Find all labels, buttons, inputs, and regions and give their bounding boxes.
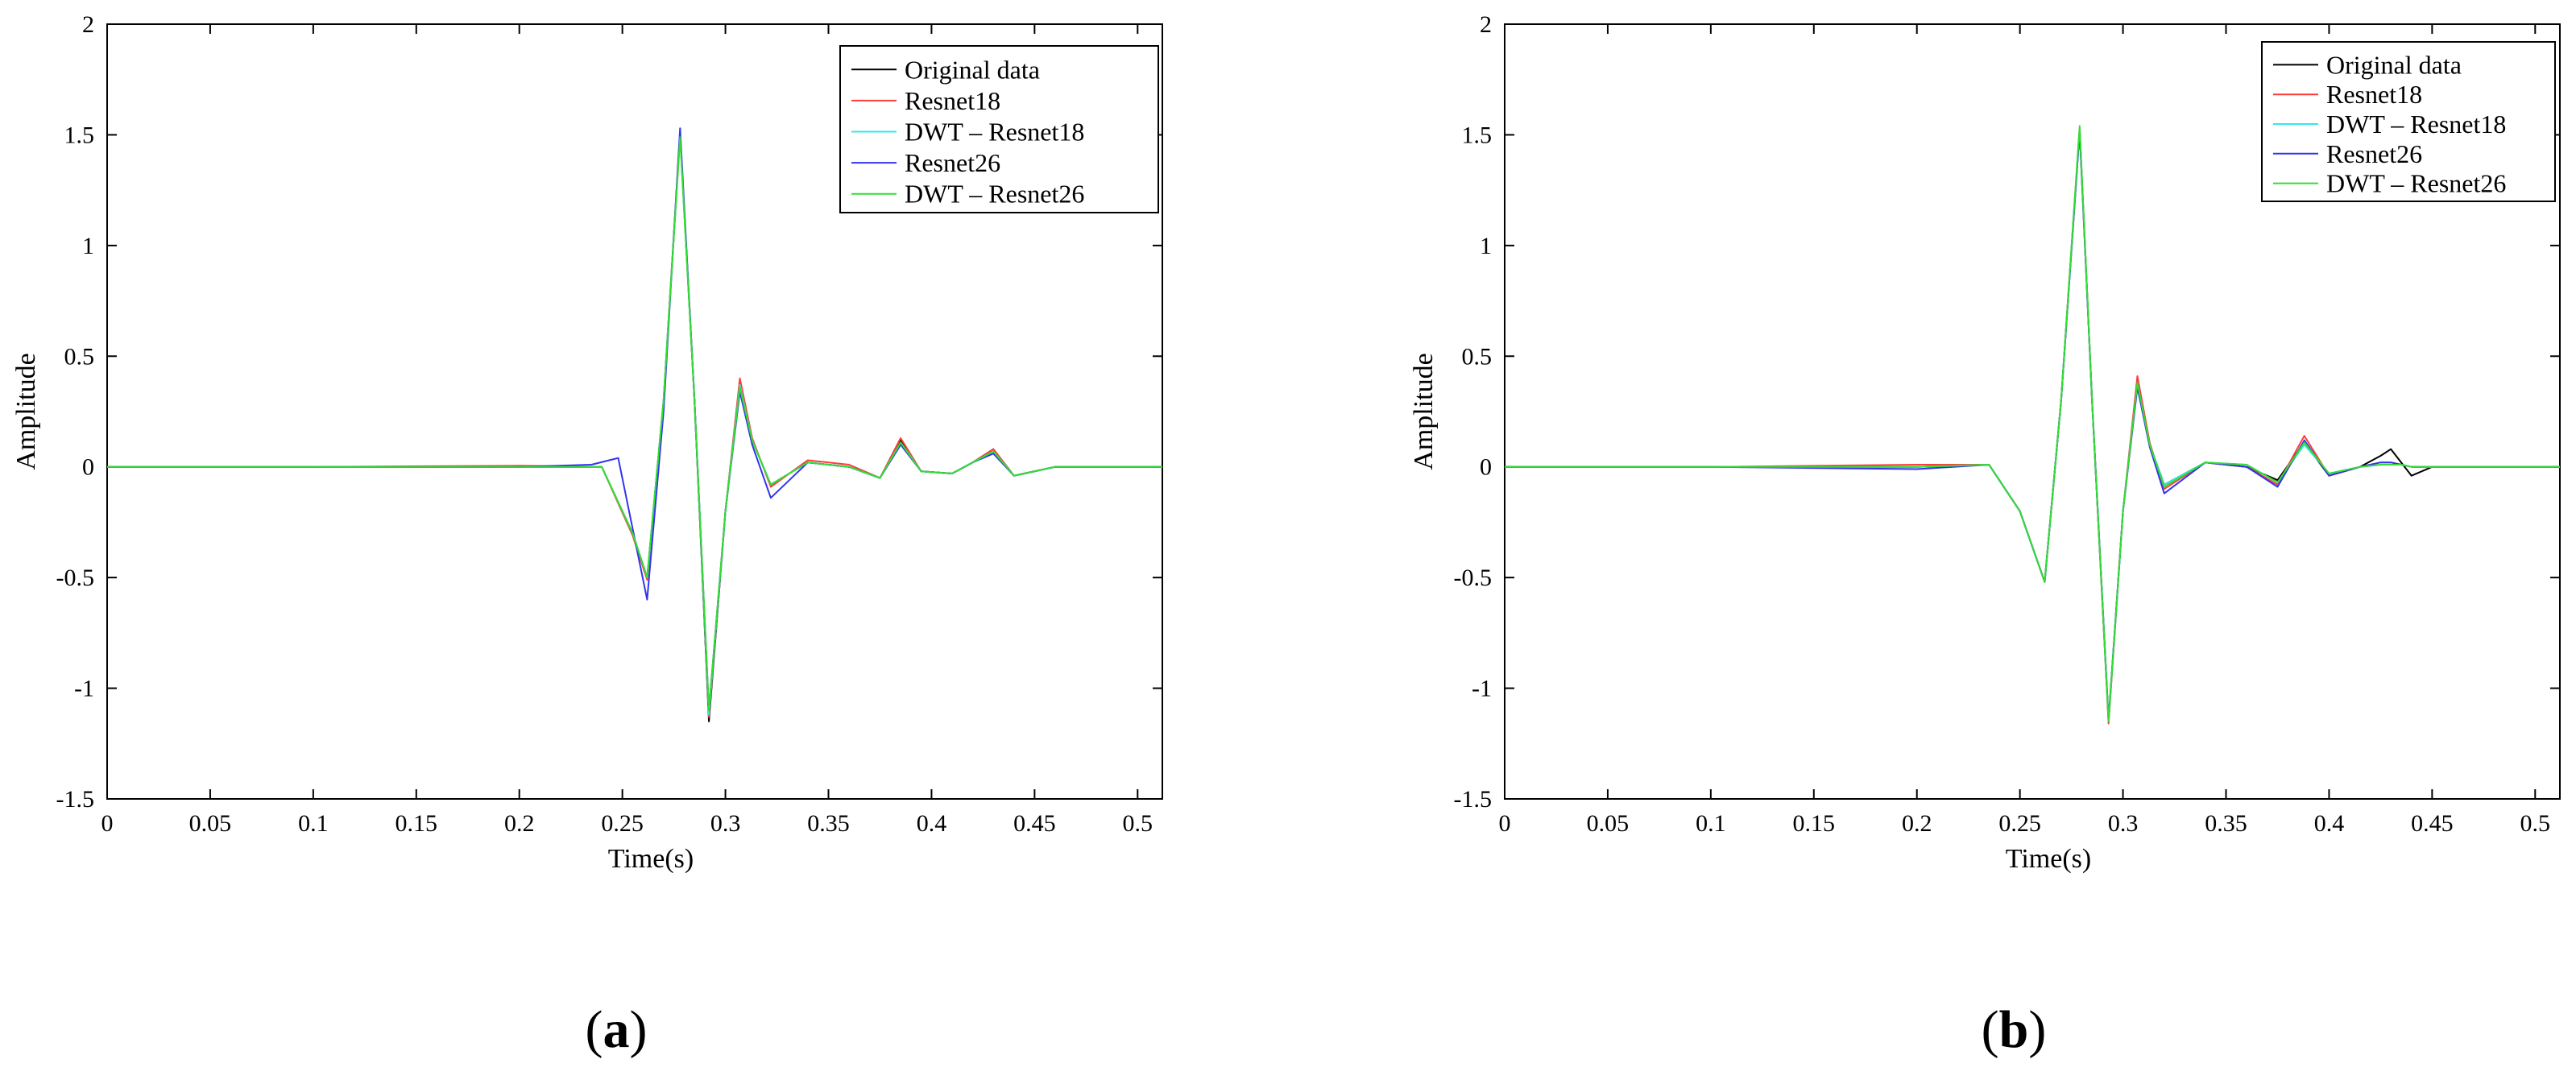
panel-caption-open: (: [586, 1000, 603, 1059]
y-tick-label: 0.5: [1462, 343, 1493, 370]
x-axis-label: Time(s): [608, 844, 694, 874]
x-tick-label: 0.15: [1793, 810, 1836, 837]
panel-caption-label: a: [603, 1000, 630, 1059]
panel-caption: (a): [586, 1000, 648, 1059]
x-tick-label: 0.1: [298, 810, 329, 837]
series-line-dwt-resnet26: [107, 136, 1162, 712]
plot-frame: [106, 23, 1163, 800]
panel-caption: (b): [1982, 1000, 2047, 1059]
x-axis-label: Time(s): [2006, 844, 2091, 874]
x-tick-label: 0.45: [1013, 810, 1056, 837]
x-tick-label: 0.2: [504, 810, 535, 837]
panel-caption-label: b: [1999, 1000, 2029, 1059]
x-tick-label: 0: [101, 810, 114, 837]
y-axis-label: Amplitude: [11, 353, 41, 470]
y-tick-label: -1: [1472, 676, 1492, 702]
y-tick-label: -1.5: [56, 786, 95, 813]
y-axis-label: Amplitude: [1409, 353, 1439, 470]
x-tick-label: 0.3: [710, 810, 741, 837]
series-line-resnet18: [1505, 127, 2560, 725]
chart-panel-a: 0 0.05 0.1 0.15 0.2 0.25 0.3 0.35 0.4 0.45 0.5 -1.5…: [11, 11, 1163, 1059]
y-tick-label: 1: [82, 233, 94, 259]
y-tick-label: 2: [1480, 11, 1492, 38]
legend-entry: Resnet26: [2326, 139, 2422, 168]
series-line-dwt-resnet18: [107, 134, 1162, 716]
panel-caption-open: (: [1982, 1000, 1999, 1059]
y-tick-label: 0.5: [64, 343, 95, 370]
legend-entry: Original data: [2326, 50, 2462, 79]
panel-caption-close: ): [630, 1000, 648, 1059]
legend-entry: Original data: [905, 55, 1040, 84]
legend-entry: DWT – Resnet18: [2326, 110, 2506, 139]
legend-entry: DWT – Resnet26: [2326, 169, 2506, 198]
x-tick-label: 0.05: [189, 810, 232, 837]
series-line-resnet18: [107, 131, 1162, 718]
y-tick-label: 1.5: [1462, 122, 1493, 148]
y-tick-label: 0: [1480, 454, 1492, 481]
y-tick-label: -0.5: [56, 565, 95, 591]
series-line-dwt-resnet26: [1505, 125, 2560, 722]
y-tick-label: 1: [1480, 233, 1492, 259]
x-tick-label: 0.5: [2520, 810, 2551, 837]
x-tick-label: 0: [1499, 810, 1511, 837]
x-tick-label: 0.4: [917, 810, 947, 837]
x-tick-label: 0.35: [2205, 810, 2247, 837]
x-tick-label: 0.05: [1587, 810, 1630, 837]
legend-box: [2261, 41, 2556, 202]
y-tick-label: -1: [74, 676, 94, 702]
y-tick-label: -0.5: [1454, 565, 1493, 591]
x-tick-label: 0.1: [1696, 810, 1726, 837]
series-line-dwt-resnet18: [1505, 129, 2560, 722]
x-tick-label: 0.25: [1998, 810, 2041, 837]
series-line-resnet26: [107, 127, 1162, 712]
legend-entry: DWT – Resnet26: [905, 180, 1084, 209]
x-tick-label: 0.25: [601, 810, 644, 837]
x-tick-label: 0.2: [1902, 810, 1932, 837]
legend-entry: DWT – Resnet18: [905, 118, 1084, 147]
x-tick-label: 0.35: [807, 810, 850, 837]
y-tick-label: 1.5: [64, 122, 95, 148]
y-tick-label: -1.5: [1454, 786, 1493, 813]
x-tick-label: 0.15: [396, 810, 438, 837]
chart-panel-b: 0 0.05 0.1 0.15 0.2 0.25 0.3 0.35 0.4 0.45 0.5 -1.5…: [1409, 11, 2561, 1059]
x-tick-label: 0.45: [2411, 810, 2454, 837]
series-line-resnet26: [1505, 129, 2560, 721]
x-tick-label: 0.5: [1123, 810, 1153, 837]
x-tick-label: 0.4: [2314, 810, 2345, 837]
plot-frame: [1504, 23, 2561, 800]
legend-box: [839, 45, 1159, 213]
panel-caption-close: ): [2028, 1000, 2046, 1059]
y-tick-label: 2: [82, 11, 94, 38]
legend-entry: Resnet26: [905, 148, 1000, 177]
series-line-original-data: [107, 134, 1162, 722]
y-tick-label: 0: [82, 454, 94, 481]
series-line-original-data: [1505, 129, 2560, 722]
legend-entry: Resnet18: [905, 86, 1000, 115]
legend-entry: Resnet18: [2326, 80, 2422, 109]
x-tick-label: 0.3: [2108, 810, 2139, 837]
